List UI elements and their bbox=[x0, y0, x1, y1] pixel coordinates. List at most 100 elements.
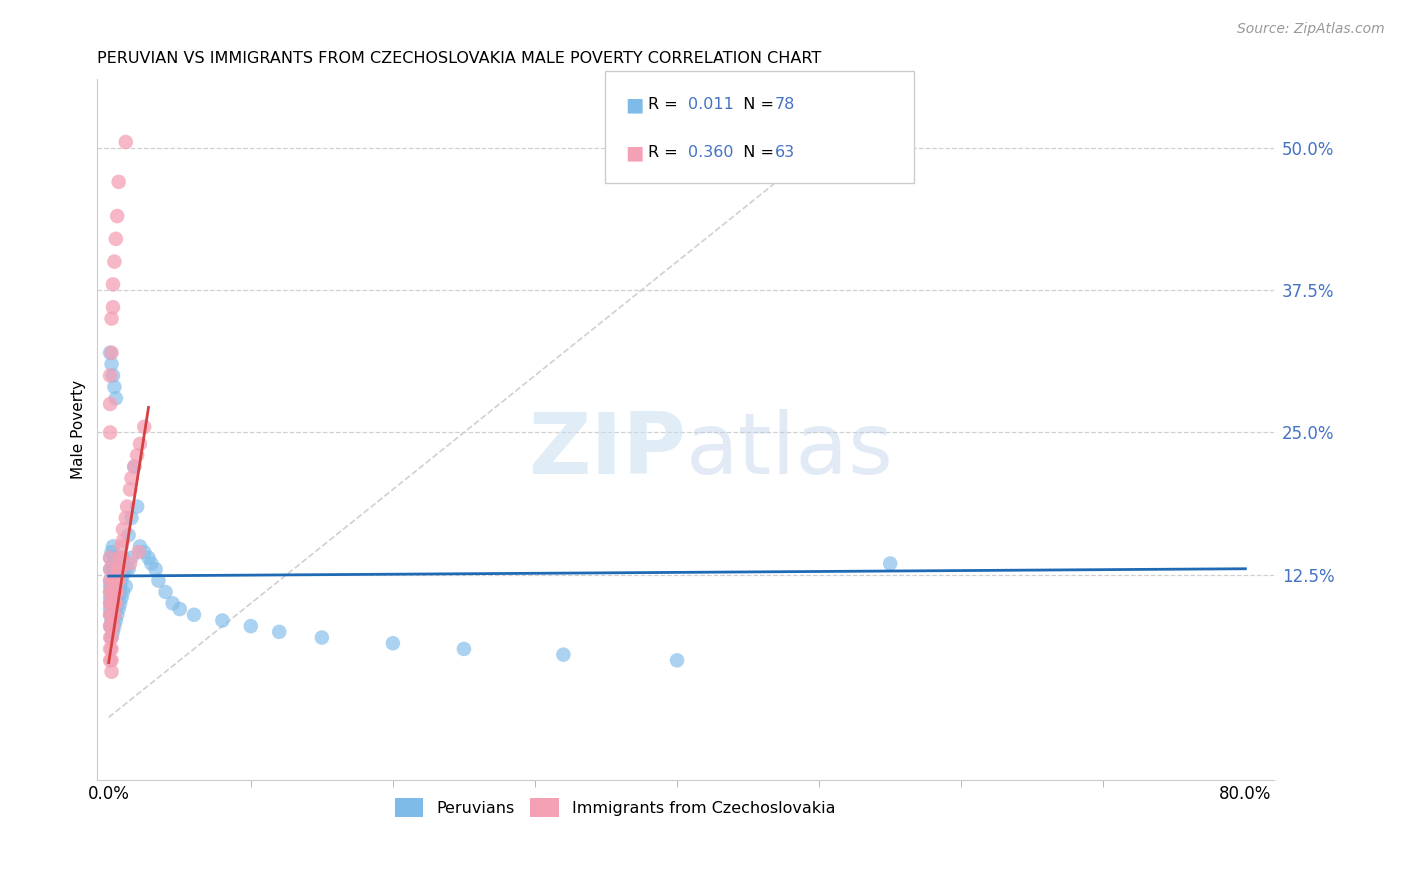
Point bbox=[101, 607, 124, 622]
Point bbox=[105, 574, 128, 588]
Point bbox=[162, 596, 184, 610]
Point bbox=[100, 607, 122, 622]
Point bbox=[101, 585, 124, 599]
Point bbox=[107, 602, 129, 616]
Point bbox=[100, 345, 122, 359]
Point bbox=[100, 653, 122, 667]
Legend: Peruvians, Immigrants from Czechoslovakia: Peruvians, Immigrants from Czechoslovaki… bbox=[387, 790, 844, 824]
Point bbox=[211, 614, 233, 628]
Text: ■: ■ bbox=[626, 144, 644, 162]
Point bbox=[114, 135, 136, 149]
Point bbox=[134, 545, 156, 559]
Point bbox=[101, 277, 124, 292]
Point bbox=[98, 562, 121, 576]
Point bbox=[98, 345, 121, 359]
Point bbox=[98, 596, 121, 610]
Point bbox=[100, 607, 122, 622]
Point bbox=[103, 602, 125, 616]
Text: 0.360: 0.360 bbox=[688, 145, 733, 161]
Point bbox=[114, 511, 136, 525]
Point bbox=[101, 607, 124, 622]
Point bbox=[141, 557, 163, 571]
Point bbox=[110, 540, 132, 554]
Point bbox=[108, 596, 131, 610]
Text: R =: R = bbox=[648, 97, 683, 112]
Text: R =: R = bbox=[648, 145, 683, 161]
Point bbox=[104, 579, 127, 593]
Text: 78: 78 bbox=[775, 97, 794, 112]
Point bbox=[104, 614, 127, 628]
Point bbox=[100, 619, 122, 633]
Point bbox=[145, 562, 167, 576]
Point bbox=[100, 596, 122, 610]
Text: N =: N = bbox=[733, 97, 779, 112]
Point bbox=[105, 574, 128, 588]
Point bbox=[100, 357, 122, 371]
Point bbox=[101, 591, 124, 605]
Text: ■: ■ bbox=[626, 95, 644, 114]
Point bbox=[100, 631, 122, 645]
Point bbox=[105, 562, 128, 576]
Point bbox=[98, 579, 121, 593]
Point bbox=[100, 545, 122, 559]
Point bbox=[381, 636, 404, 650]
Point bbox=[98, 550, 121, 565]
Point bbox=[107, 568, 129, 582]
Point bbox=[111, 533, 134, 548]
Point bbox=[105, 591, 128, 605]
Point bbox=[98, 562, 121, 576]
Point bbox=[98, 591, 121, 605]
Point bbox=[103, 254, 125, 268]
Point bbox=[148, 574, 170, 588]
Point bbox=[103, 585, 125, 599]
Point bbox=[100, 614, 122, 628]
Point bbox=[104, 392, 127, 406]
Point bbox=[879, 557, 901, 571]
Point bbox=[98, 574, 121, 588]
Point bbox=[101, 300, 124, 314]
Point bbox=[104, 232, 127, 246]
Point bbox=[104, 596, 127, 610]
Point bbox=[98, 368, 121, 383]
Point bbox=[100, 579, 122, 593]
Point bbox=[100, 665, 122, 679]
Point bbox=[98, 397, 121, 411]
Point bbox=[169, 602, 191, 616]
Point bbox=[115, 500, 138, 514]
Point bbox=[104, 585, 127, 599]
Text: Source: ZipAtlas.com: Source: ZipAtlas.com bbox=[1237, 22, 1385, 37]
Point bbox=[100, 596, 122, 610]
Point bbox=[101, 596, 124, 610]
Point bbox=[100, 562, 122, 576]
Point bbox=[101, 557, 124, 571]
Point bbox=[108, 550, 131, 565]
Point bbox=[104, 574, 127, 588]
Text: PERUVIAN VS IMMIGRANTS FROM CZECHOSLOVAKIA MALE POVERTY CORRELATION CHART: PERUVIAN VS IMMIGRANTS FROM CZECHOSLOVAK… bbox=[97, 51, 821, 66]
Point bbox=[110, 550, 132, 565]
Point bbox=[111, 522, 134, 536]
Point bbox=[98, 550, 121, 565]
Point bbox=[453, 642, 475, 657]
Point bbox=[138, 550, 160, 565]
Point bbox=[127, 448, 149, 462]
Point bbox=[103, 574, 125, 588]
Point bbox=[553, 648, 575, 662]
Point bbox=[98, 642, 121, 657]
Point bbox=[103, 596, 125, 610]
Point bbox=[117, 562, 139, 576]
Point bbox=[111, 550, 134, 565]
Point bbox=[101, 540, 124, 554]
Point bbox=[104, 562, 127, 576]
Point bbox=[666, 653, 689, 667]
Point bbox=[111, 568, 134, 582]
Point bbox=[103, 380, 125, 394]
Point bbox=[101, 624, 124, 639]
Point bbox=[239, 619, 262, 633]
Point bbox=[98, 619, 121, 633]
Point bbox=[128, 545, 150, 559]
Point bbox=[98, 425, 121, 440]
Point bbox=[101, 368, 124, 383]
Text: N =: N = bbox=[733, 145, 779, 161]
Point bbox=[108, 579, 131, 593]
Point bbox=[100, 619, 122, 633]
